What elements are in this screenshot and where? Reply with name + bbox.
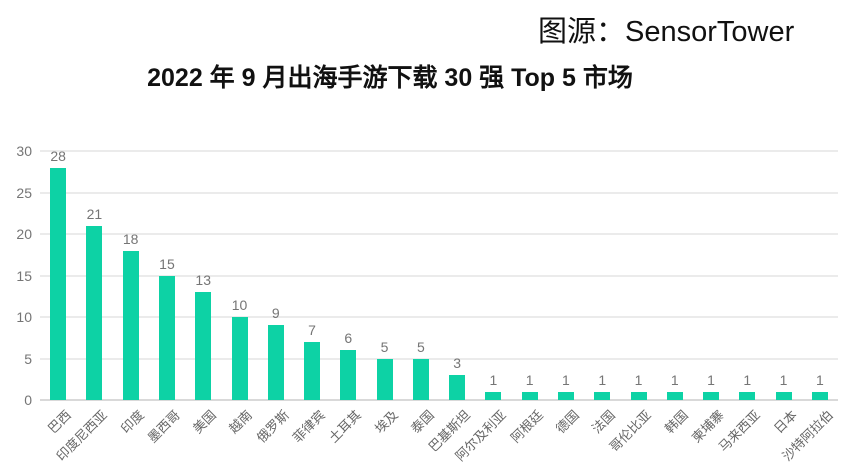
bar-value-label: 1 (779, 371, 788, 388)
bar-value-label: 1 (634, 371, 643, 388)
bar (267, 325, 284, 400)
x-axis-line (40, 399, 838, 401)
x-axis-label: 韩国 (661, 407, 691, 437)
gridline (40, 233, 838, 235)
y-axis-tick-label: 10 (16, 309, 32, 325)
bar (811, 391, 828, 400)
bar (630, 391, 647, 400)
x-axis-label: 法国 (589, 407, 619, 437)
bar-value-label: 28 (50, 147, 66, 164)
bar (521, 391, 538, 400)
bar-value-label: 3 (453, 355, 462, 372)
bar (50, 167, 67, 400)
gridline (40, 316, 838, 318)
bar-value-label: 1 (707, 371, 715, 388)
bar-value-label: 15 (159, 255, 175, 272)
bar (594, 391, 611, 400)
bar-value-label: 21 (86, 205, 103, 222)
bar-value-label: 5 (380, 338, 389, 355)
x-axis-label: 德国 (552, 407, 582, 437)
x-axis-label: 巴西 (45, 407, 75, 437)
bar (412, 358, 429, 400)
bar (775, 391, 792, 400)
bar-value-label: 1 (562, 371, 570, 388)
gridline (40, 357, 838, 360)
bar (485, 391, 502, 400)
gridline (40, 150, 838, 152)
bar-value-label: 1 (815, 371, 824, 388)
bar-value-label: 1 (489, 371, 498, 388)
x-axis-label: 菲律宾 (289, 407, 328, 446)
gridline (40, 191, 838, 194)
x-axis-label: 日本 (770, 407, 800, 437)
bar (86, 225, 103, 400)
bar-value-label: 9 (271, 305, 280, 322)
x-axis-label: 越南 (226, 407, 256, 437)
y-axis-tick-label: 5 (24, 350, 32, 367)
chart-title: 2022 年 9 月出海手游下载 30 强 Top 5 市场 (147, 64, 633, 92)
bar-value-label: 18 (122, 230, 139, 247)
bar-value-label: 7 (308, 321, 316, 338)
x-axis-label: 墨西哥 (144, 407, 183, 446)
bar (739, 391, 756, 400)
y-axis-tick-label: 30 (16, 143, 32, 159)
x-axis-label: 俄罗斯 (253, 407, 292, 446)
bar-value-label: 13 (195, 272, 211, 289)
bar-value-label: 1 (670, 371, 679, 388)
x-axis-label: 阿根廷 (507, 407, 546, 446)
bar (557, 391, 574, 400)
x-axis-label: 印度 (117, 407, 147, 437)
bar (376, 358, 393, 400)
bar-value-label: 6 (344, 330, 353, 347)
bar-value-label: 1 (525, 371, 534, 388)
bar (195, 292, 212, 400)
y-axis-tick-label: 25 (16, 184, 32, 201)
x-axis-label: 泰国 (407, 407, 437, 437)
y-axis-tick-label: 20 (16, 226, 32, 242)
bar (666, 391, 683, 400)
gridline (40, 274, 838, 277)
bar (158, 275, 175, 400)
x-axis-label: 美国 (190, 407, 220, 437)
bar-value-label: 5 (416, 338, 425, 355)
bar (340, 350, 357, 400)
y-axis-tick-label: 15 (16, 267, 32, 284)
x-axis-label: 土耳其 (326, 407, 365, 446)
bar (703, 391, 720, 400)
bar (449, 375, 466, 400)
image-source-credit: 图源：SensorTower (538, 16, 795, 48)
bar (304, 341, 321, 400)
bar-value-label: 10 (231, 297, 248, 313)
bar (231, 317, 248, 400)
bar-value-label: 1 (598, 371, 607, 388)
bar-value-label: 1 (743, 371, 752, 388)
y-axis-tick-label: 0 (24, 392, 32, 408)
x-axis-label: 埃及 (371, 407, 401, 437)
bar (122, 250, 139, 400)
